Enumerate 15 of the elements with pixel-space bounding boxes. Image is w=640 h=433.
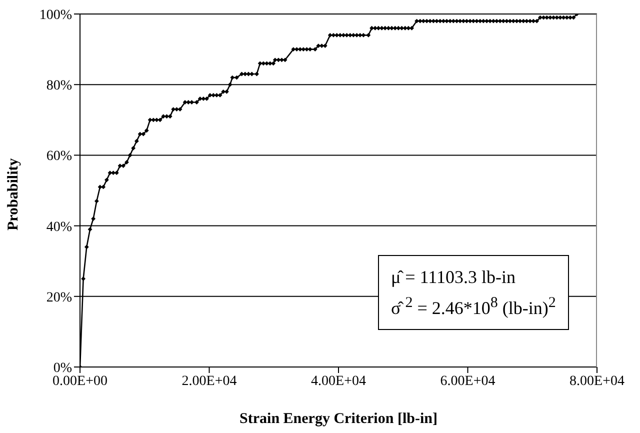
y-tick-label: 80% [46,78,72,94]
x-tick-label: 6.00E+04 [440,374,496,389]
x-tick-label: 8.00E+04 [570,374,624,389]
y-tick-label: 100% [39,8,72,23]
y-tick-label: 60% [46,149,72,164]
y-tick-label: 0% [53,360,72,376]
annotation: σ̂ $^{2}$ = 2.46*10$^{8}$ (lb-in)$^{2}$ [391,294,556,320]
annotation: μ̂ = 11103.3 lb-in [391,266,516,289]
x-tick-label: 0.00E+00 [52,374,108,389]
x-tick-label: 4.00E+04 [311,374,366,389]
y-axis-title: Probability [5,158,22,230]
x-tick-label: 2.00E+04 [182,374,237,389]
y-tick-label: 20% [46,290,72,306]
y-tick-label: 40% [46,220,72,235]
x-axis-title: Strain Energy Criterion [lb-in] [240,411,438,427]
